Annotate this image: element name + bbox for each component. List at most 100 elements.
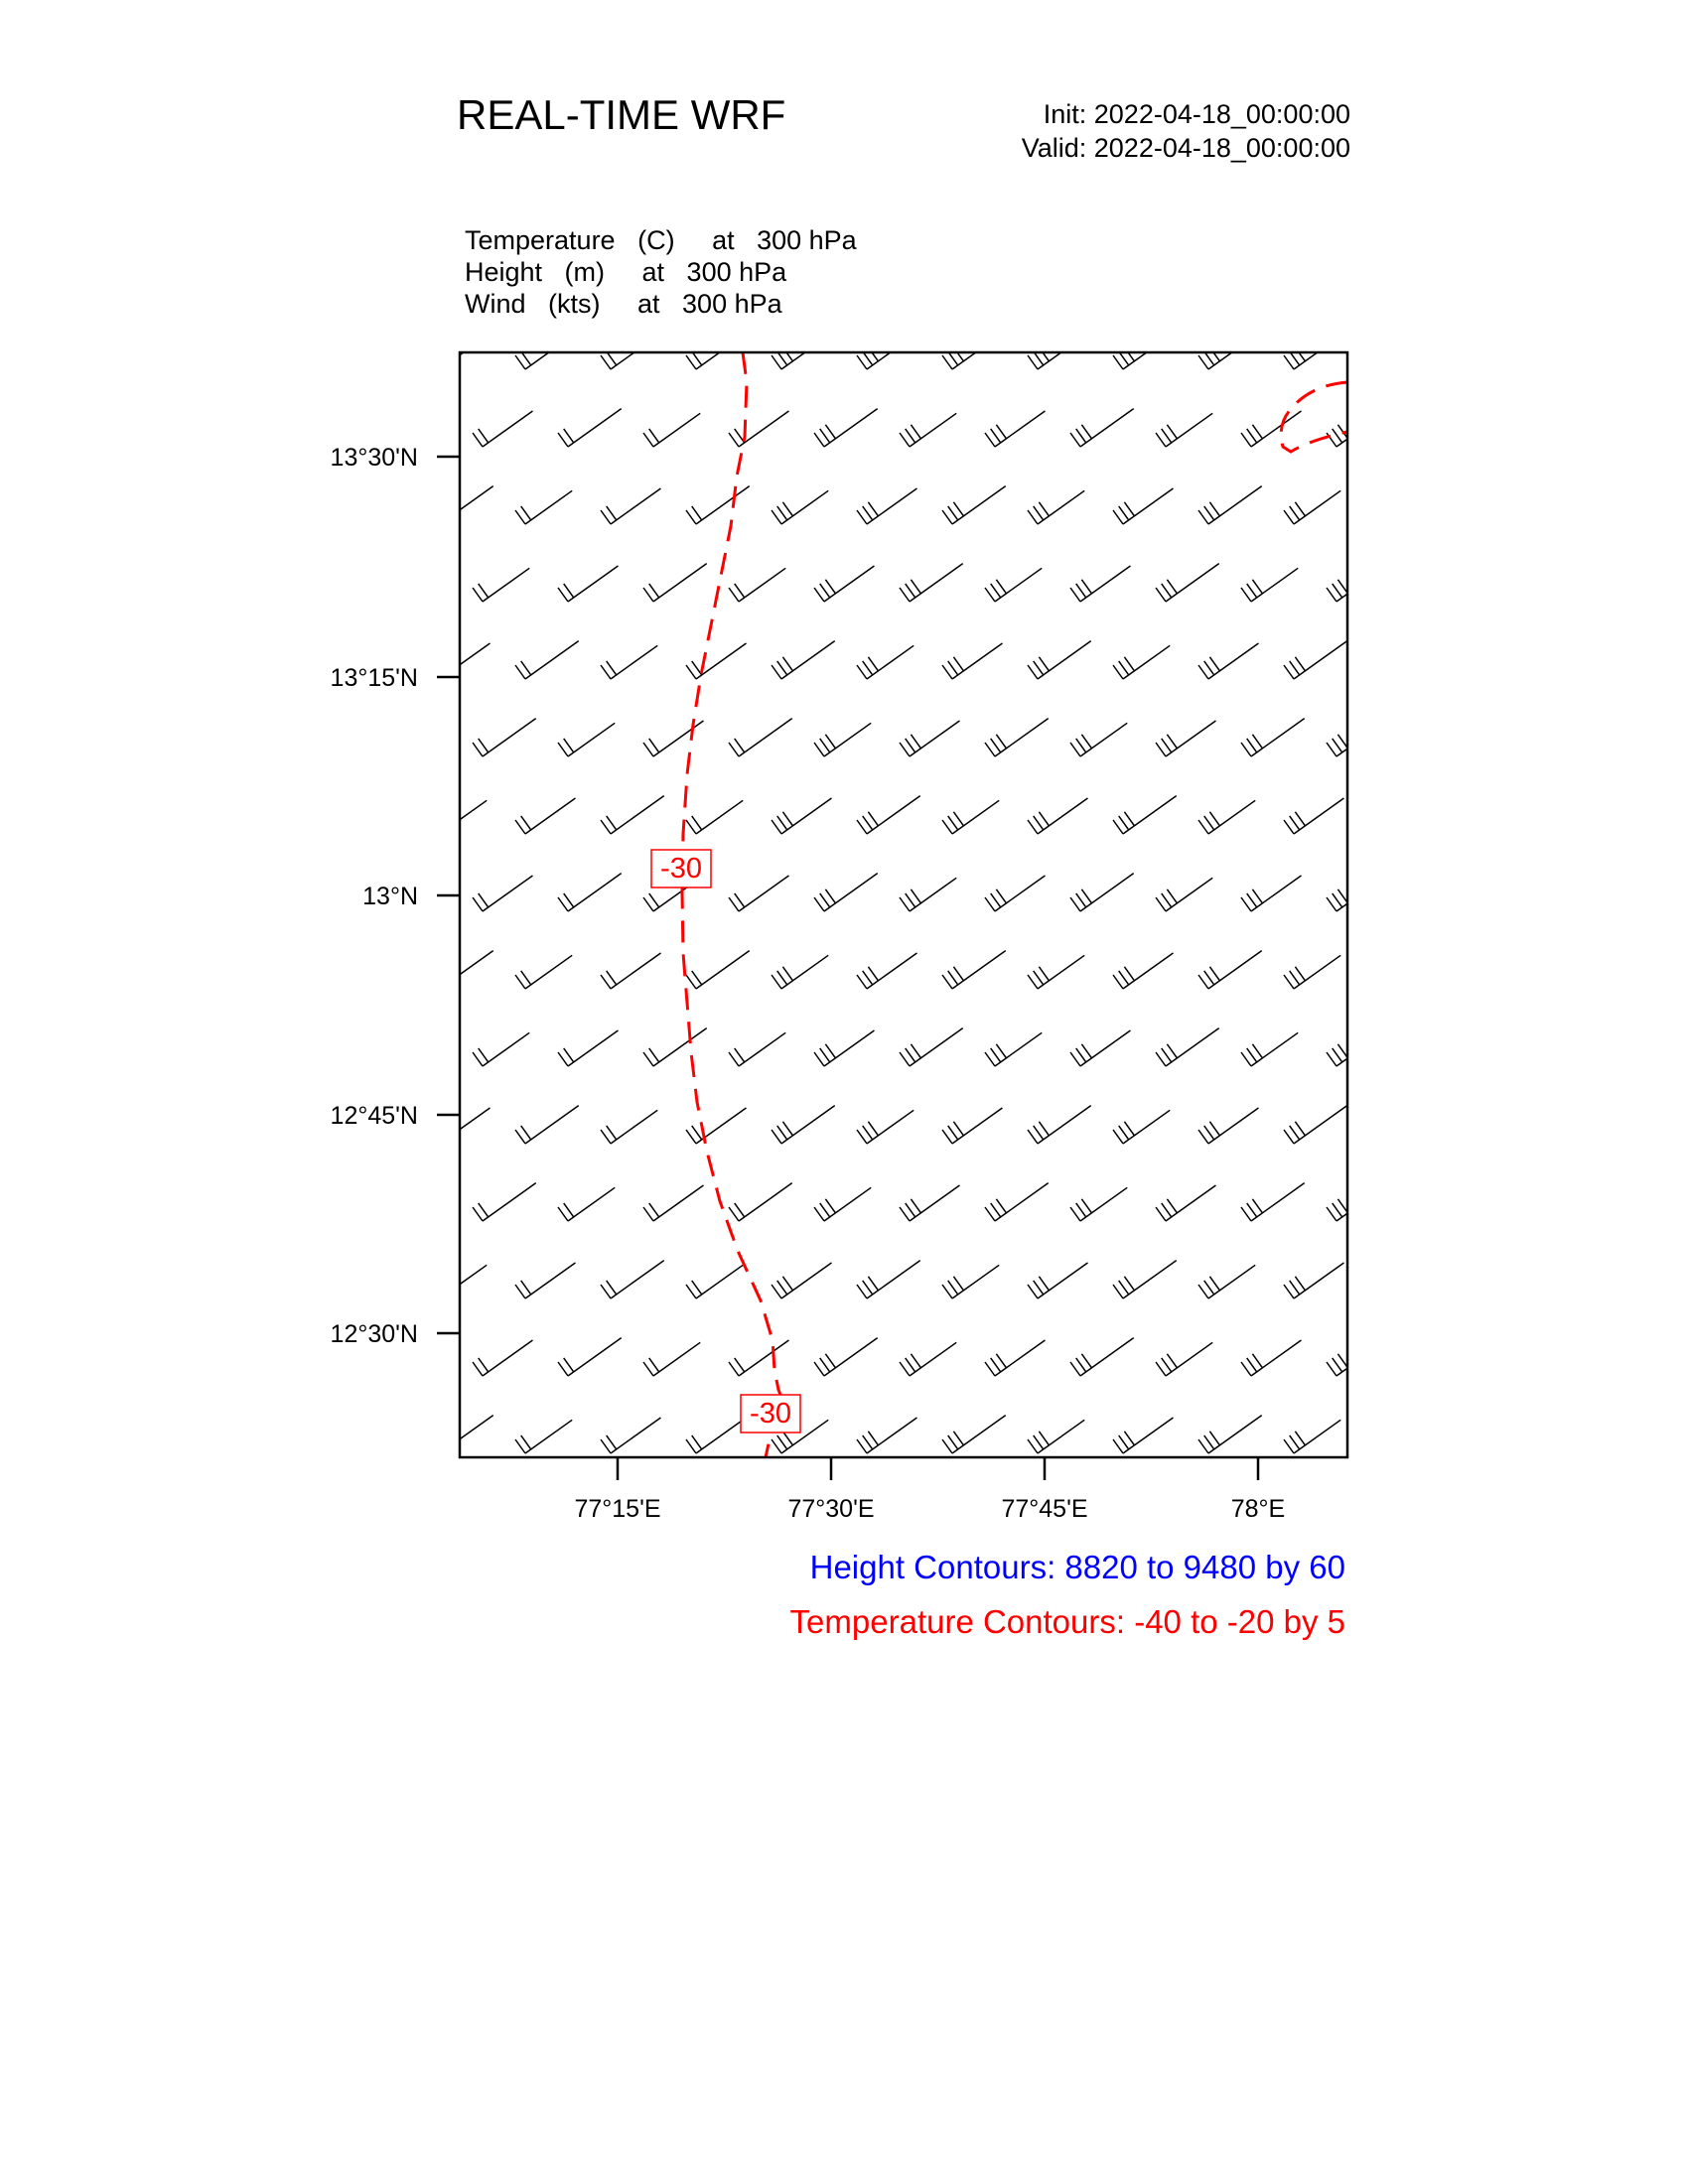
- wind-barb: [1326, 1353, 1347, 1377]
- page-title: REAL-TIME WRF: [457, 91, 786, 138]
- wind-barb: [1155, 412, 1213, 448]
- wind-barb: [685, 1415, 751, 1454]
- wind-barb: [1069, 1029, 1131, 1067]
- wind-barb: [941, 950, 1007, 990]
- wind-barb: [1369, 1110, 1426, 1144]
- wind-barb: [1155, 563, 1220, 603]
- wind-barb: [813, 1029, 875, 1067]
- wind-barb: [600, 644, 658, 680]
- wind-barb: [771, 954, 829, 990]
- init-time: Init: 2022-04-18_00:00:00: [1043, 99, 1350, 129]
- wind-barb: [899, 1027, 964, 1067]
- wind-barb: [600, 1260, 665, 1299]
- wind-barb: [1283, 797, 1344, 835]
- wind-barb: [984, 718, 1050, 757]
- wind-barb: [1112, 487, 1174, 525]
- wind-barb: [642, 720, 704, 757]
- wind-barb: [600, 487, 661, 525]
- wind-barb: [771, 1262, 832, 1299]
- wind-barb: [557, 1337, 623, 1377]
- wind-barb: [1412, 1028, 1476, 1066]
- wind-barb: [642, 1027, 708, 1067]
- wind-barb: [1112, 1417, 1174, 1454]
- wind-barb: [941, 642, 1003, 680]
- wind-barb: [1369, 1418, 1429, 1453]
- wind-barb: [685, 799, 744, 835]
- wind-barb: [1197, 799, 1256, 835]
- wind-barb: [728, 1031, 786, 1067]
- wind-barb: [1069, 408, 1135, 448]
- wind-barb: [1027, 1419, 1085, 1454]
- wind-barb: [1240, 1339, 1302, 1377]
- wind-barb: [813, 1337, 879, 1377]
- wind-barb: [771, 797, 832, 835]
- wind-barb: [1155, 720, 1216, 757]
- wind-barb: [600, 1109, 658, 1145]
- svg-text:-30: -30: [660, 853, 702, 885]
- wind-barb: [1326, 424, 1347, 448]
- wind-barb: [600, 795, 665, 835]
- wind-barb: [514, 797, 576, 835]
- field-label-temperature: Temperature (C) at 300 hPa: [465, 225, 857, 255]
- wind-barb: [1326, 1043, 1347, 1067]
- wind-barb: [1283, 1419, 1341, 1454]
- wind-barb: [984, 567, 1043, 603]
- wind-barb: [899, 877, 957, 912]
- wind-barb: [856, 952, 917, 990]
- wind-barb: [728, 1182, 793, 1222]
- wind-barb: [1112, 1109, 1171, 1145]
- wind-barb: [1240, 1182, 1306, 1222]
- height-contours-legend: Height Contours: 8820 to 9480 by 60: [809, 1549, 1345, 1585]
- lon-tick-label: 77°15'E: [574, 1495, 660, 1523]
- wind-barb: [728, 567, 786, 603]
- wind-barb: [1326, 734, 1347, 757]
- wind-barb: [557, 408, 623, 448]
- wind-barb: [1197, 485, 1263, 525]
- wind-barb: [642, 1341, 701, 1377]
- wind-barb: [460, 799, 488, 821]
- wind-barb: [1283, 352, 1320, 370]
- wind-barb: [1197, 1264, 1256, 1299]
- wind-barb: [514, 489, 573, 525]
- wind-barb: [813, 565, 875, 603]
- wind-barb: [472, 1031, 530, 1067]
- wind-barb: [856, 487, 917, 525]
- wind-barb: [557, 565, 619, 603]
- wind-barb: [1283, 489, 1341, 525]
- wind-barb: [472, 1339, 533, 1377]
- wind-barb: [899, 720, 960, 757]
- wind-barb: [685, 1107, 747, 1145]
- wind-barb: [813, 722, 872, 757]
- wind-barb: [460, 1107, 491, 1131]
- wind-barb: [941, 1264, 1000, 1299]
- wind-barb: [1069, 565, 1131, 603]
- wind-barb: [1112, 1260, 1178, 1299]
- wind-barb: [984, 1339, 1046, 1377]
- temperature-contour-corner: [1279, 380, 1347, 454]
- wind-barb: [1240, 567, 1299, 603]
- wind-barb: [728, 410, 789, 448]
- wind-barb: [557, 873, 623, 912]
- lon-tick-label: 78°E: [1231, 1495, 1285, 1523]
- latitude-axis: 13°30'N 13°15'N 13°N 12°45'N 12°30'N: [331, 444, 460, 1348]
- wind-barb: [813, 408, 879, 448]
- wind-barb: [472, 410, 533, 448]
- wind-barb: [460, 950, 494, 976]
- wind-barb: [1283, 954, 1341, 990]
- wind-barb: [642, 412, 701, 448]
- wind-barb: [1412, 721, 1472, 756]
- wind-barb: [984, 410, 1046, 448]
- contour-label-upper: -30: [650, 849, 712, 888]
- wind-barb: [1369, 953, 1429, 989]
- lat-tick-label: 12°45'N: [331, 1102, 418, 1130]
- wind-barb: [856, 795, 921, 835]
- wind-barb: [1069, 1186, 1128, 1222]
- wind-barb: [460, 642, 491, 666]
- wind-barb: [1027, 640, 1092, 680]
- wind-barb: [1369, 332, 1433, 369]
- wind-barb: [771, 489, 829, 525]
- wind-barb: [941, 1107, 1003, 1145]
- wind-barb: [1283, 1105, 1347, 1145]
- wind-barb: [856, 352, 893, 370]
- wind-barb: [1240, 718, 1306, 757]
